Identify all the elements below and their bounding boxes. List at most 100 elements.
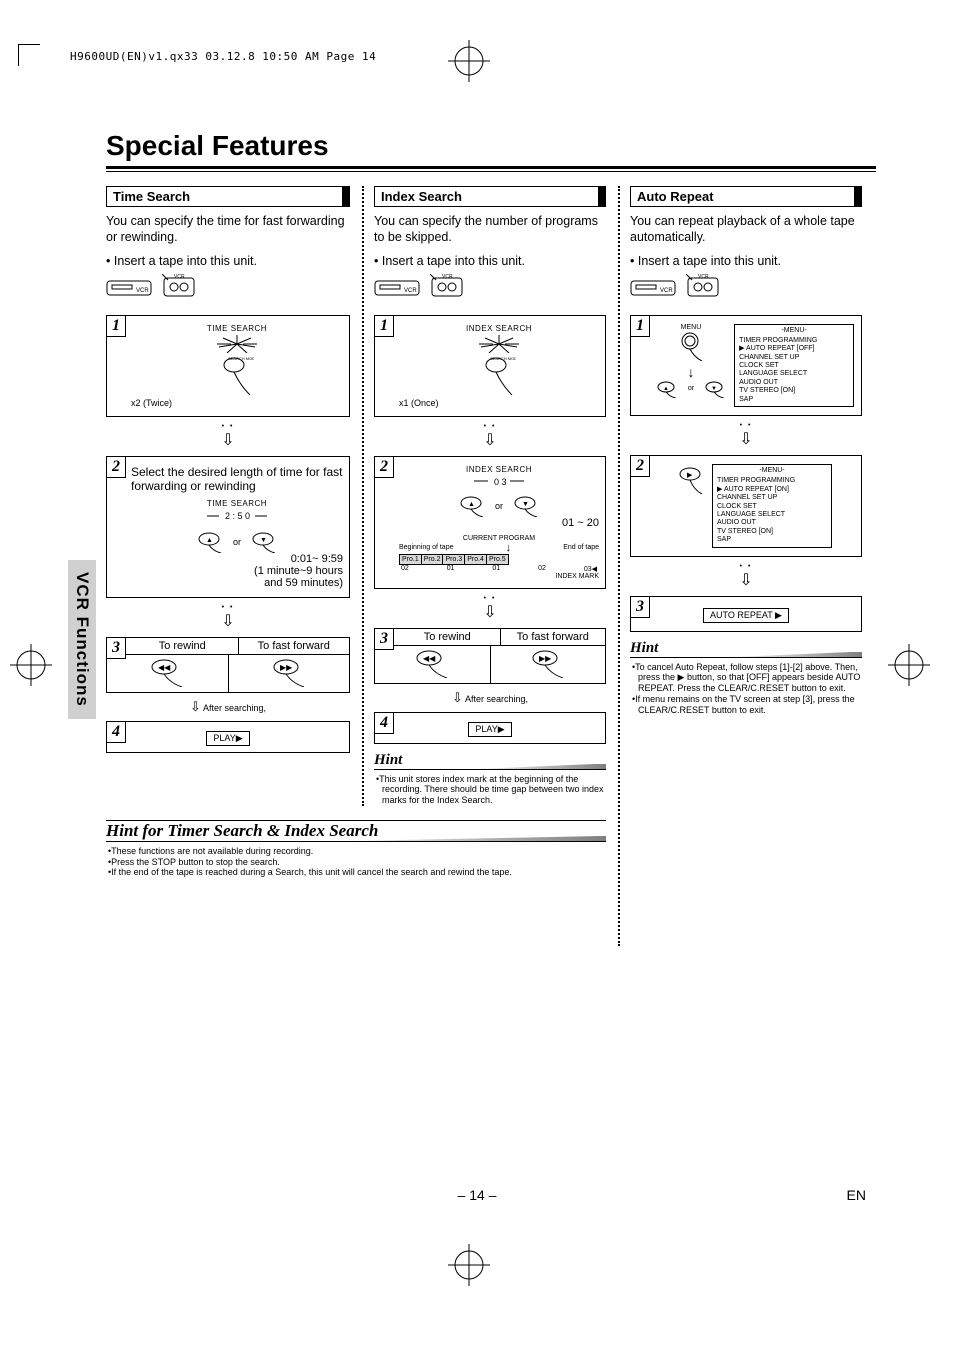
ch-up-button-icon: ▲ <box>197 531 223 553</box>
intro-text: You can repeat playback of a whole tape … <box>630 213 862 246</box>
step-4: 4 PLAY▶ <box>106 721 350 753</box>
col-index-search: Index Search You can specify the number … <box>362 186 606 806</box>
display-label: INDEX SEARCH <box>399 324 599 333</box>
col-time-search: Time Search You can specify the time for… <box>106 186 350 806</box>
range: 01 ~ 20 <box>399 517 599 529</box>
ff-button-icon: ▶▶ <box>272 657 306 687</box>
registration-mark-top <box>448 40 490 82</box>
play-indicator: PLAY▶ <box>206 731 249 746</box>
hint-heading: Hint <box>374 752 606 770</box>
step-3: 3 To rewind To fast forward ◀◀ ▶▶ <box>374 628 606 684</box>
display-value-icon: 2 : 5 0 <box>207 508 267 524</box>
step-number: 3 <box>630 596 650 618</box>
svg-text:2 : 5 0: 2 : 5 0 <box>225 511 250 521</box>
device-icons: VCR VCR <box>630 274 862 305</box>
range-line3: and 59 minutes) <box>131 577 343 589</box>
svg-text:VCR: VCR <box>404 288 417 294</box>
osd-menu: -MENU- TIMER PROGRAMMING ▶ AUTO REPEAT [… <box>734 324 854 408</box>
column-divider <box>362 186 364 806</box>
step-number: 1 <box>630 315 650 337</box>
svg-text:VCR: VCR <box>136 288 149 294</box>
cassette-icon: VCR <box>430 274 466 305</box>
page-title: Special Features <box>106 130 876 162</box>
columns: Time Search You can specify the time for… <box>106 186 876 806</box>
step-2: 2 Select the desired length of time for … <box>106 456 350 598</box>
remote-button-icon: SEARCH MODE <box>220 355 254 395</box>
svg-text:◀◀: ◀◀ <box>158 663 171 672</box>
press-count: x1 (Once) <box>399 398 599 408</box>
svg-text:SEARCH MODE: SEARCH MODE <box>490 356 516 361</box>
ff-button-icon: ▶▶ <box>531 648 565 678</box>
down-arrow-icon <box>630 563 862 590</box>
ff-label: To fast forward <box>238 638 350 654</box>
svg-text:▼: ▼ <box>711 386 717 392</box>
step-4: 4 PLAY▶ <box>374 712 606 744</box>
registration-mark-right <box>888 644 930 686</box>
page: H9600UD(EN)v1.qx33 03.12.8 10:50 AM Page… <box>0 0 954 1351</box>
print-header: H9600UD(EN)v1.qx33 03.12.8 10:50 AM Page… <box>70 50 376 63</box>
content-area: Special Features Time Search You can spe… <box>106 130 876 878</box>
combined-hint-heading: Hint for Timer Search & Index Search <box>106 821 606 842</box>
vcr-unit-icon: VCR <box>374 275 424 304</box>
hint-heading: Hint <box>630 640 862 658</box>
col-auto-repeat: Auto Repeat You can repeat playback of a… <box>618 186 862 806</box>
or-label: or <box>495 501 503 511</box>
step-number: 1 <box>374 315 394 337</box>
cassette-icon: VCR <box>686 274 722 305</box>
btn-caption: SEARCH MODE <box>228 356 254 361</box>
index-mark-label: INDEX MARK <box>399 573 599 580</box>
step-3: 3 AUTO REPEAT ▶ <box>630 596 862 632</box>
display-label: TIME SEARCH <box>131 499 343 508</box>
down-arrow-icon <box>374 595 606 622</box>
rewind-label: To rewind <box>127 638 238 654</box>
combined-hint-body: These functions are not available during… <box>106 842 606 878</box>
ch-down-button-icon: ▼ <box>513 495 539 517</box>
step-number: 2 <box>374 456 394 478</box>
combined-hint: Hint for Timer Search & Index Search The… <box>106 820 606 878</box>
remote-button-icon: SEARCH MODE <box>482 355 516 395</box>
rew-button-icon: ◀◀ <box>415 648 449 678</box>
cassette-icon: VCR <box>162 274 198 305</box>
burst-icon <box>479 335 519 353</box>
rewind-label: To rewind <box>395 629 500 645</box>
intro-text: You can specify the number of programs t… <box>374 213 606 246</box>
step-number: 2 <box>106 456 126 478</box>
svg-text:VCR: VCR <box>660 288 673 294</box>
registration-mark-bottom <box>448 1244 490 1286</box>
range-line1: 0:01~ 9:59 <box>131 553 343 565</box>
range-line2: (1 minute~9 hours <box>131 565 343 577</box>
device-icons: VCR VCR <box>106 274 350 305</box>
device-icons: VCR VCR <box>374 274 606 305</box>
intro-text: You can specify the time for fast forwar… <box>106 213 350 246</box>
svg-text:◀◀: ◀◀ <box>423 654 436 663</box>
rew-button-icon: ◀◀ <box>150 657 184 687</box>
down-arrow-icon <box>374 423 606 450</box>
step-number: 1 <box>106 315 126 337</box>
auto-repeat-indicator: AUTO REPEAT ▶ <box>703 608 789 623</box>
program-strip: Pro.1 Pro.2 Pro.3 Pro.4 Pro.5 <box>399 554 599 565</box>
step-2: 2 ▶ -MENU- TIMER PROGRAMMING ▶ AUTO REPE… <box>630 455 862 557</box>
burst-icon <box>217 335 257 353</box>
step-3: 3 To rewind To fast forward ◀◀ ▶▶ <box>106 637 350 693</box>
down-arrow-icon <box>630 422 862 449</box>
step-1: 1 TIME SEARCH SEARCH MODE x2 (Twice) <box>106 315 350 417</box>
down-arrow-icon <box>106 604 350 631</box>
begin-label: Beginning of tape <box>399 544 454 551</box>
step-number: 2 <box>630 455 650 477</box>
svg-text:VCR: VCR <box>174 274 185 280</box>
right-button-icon: ▶ <box>678 464 704 494</box>
press-count: x2 (Twice) <box>131 398 343 408</box>
svg-text:▲: ▲ <box>468 501 475 508</box>
step-number: 4 <box>374 712 394 734</box>
svg-text:▶▶: ▶▶ <box>280 663 293 672</box>
svg-text:VCR: VCR <box>442 274 453 280</box>
heading-time-search: Time Search <box>106 186 350 207</box>
step-number: 3 <box>106 637 126 659</box>
step-number: 3 <box>374 628 394 650</box>
crop-mark <box>18 44 40 66</box>
menu-button-icon <box>678 331 704 361</box>
osd-menu: -MENU- TIMER PROGRAMMING ▶ AUTO REPEAT [… <box>712 464 832 548</box>
or-label: or <box>233 537 241 547</box>
after-searching: ⇩ After searching, <box>106 699 350 715</box>
svg-text:▶▶: ▶▶ <box>539 654 552 663</box>
